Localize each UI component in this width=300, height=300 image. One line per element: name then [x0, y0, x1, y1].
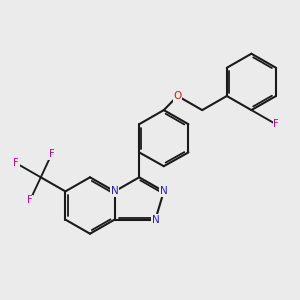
Text: F: F: [27, 195, 33, 206]
Text: F: F: [49, 149, 54, 159]
Text: N: N: [160, 186, 168, 197]
Text: F: F: [273, 119, 279, 129]
Text: N: N: [152, 214, 159, 225]
Text: F: F: [14, 158, 19, 168]
Text: O: O: [173, 91, 182, 101]
Text: N: N: [111, 186, 119, 197]
